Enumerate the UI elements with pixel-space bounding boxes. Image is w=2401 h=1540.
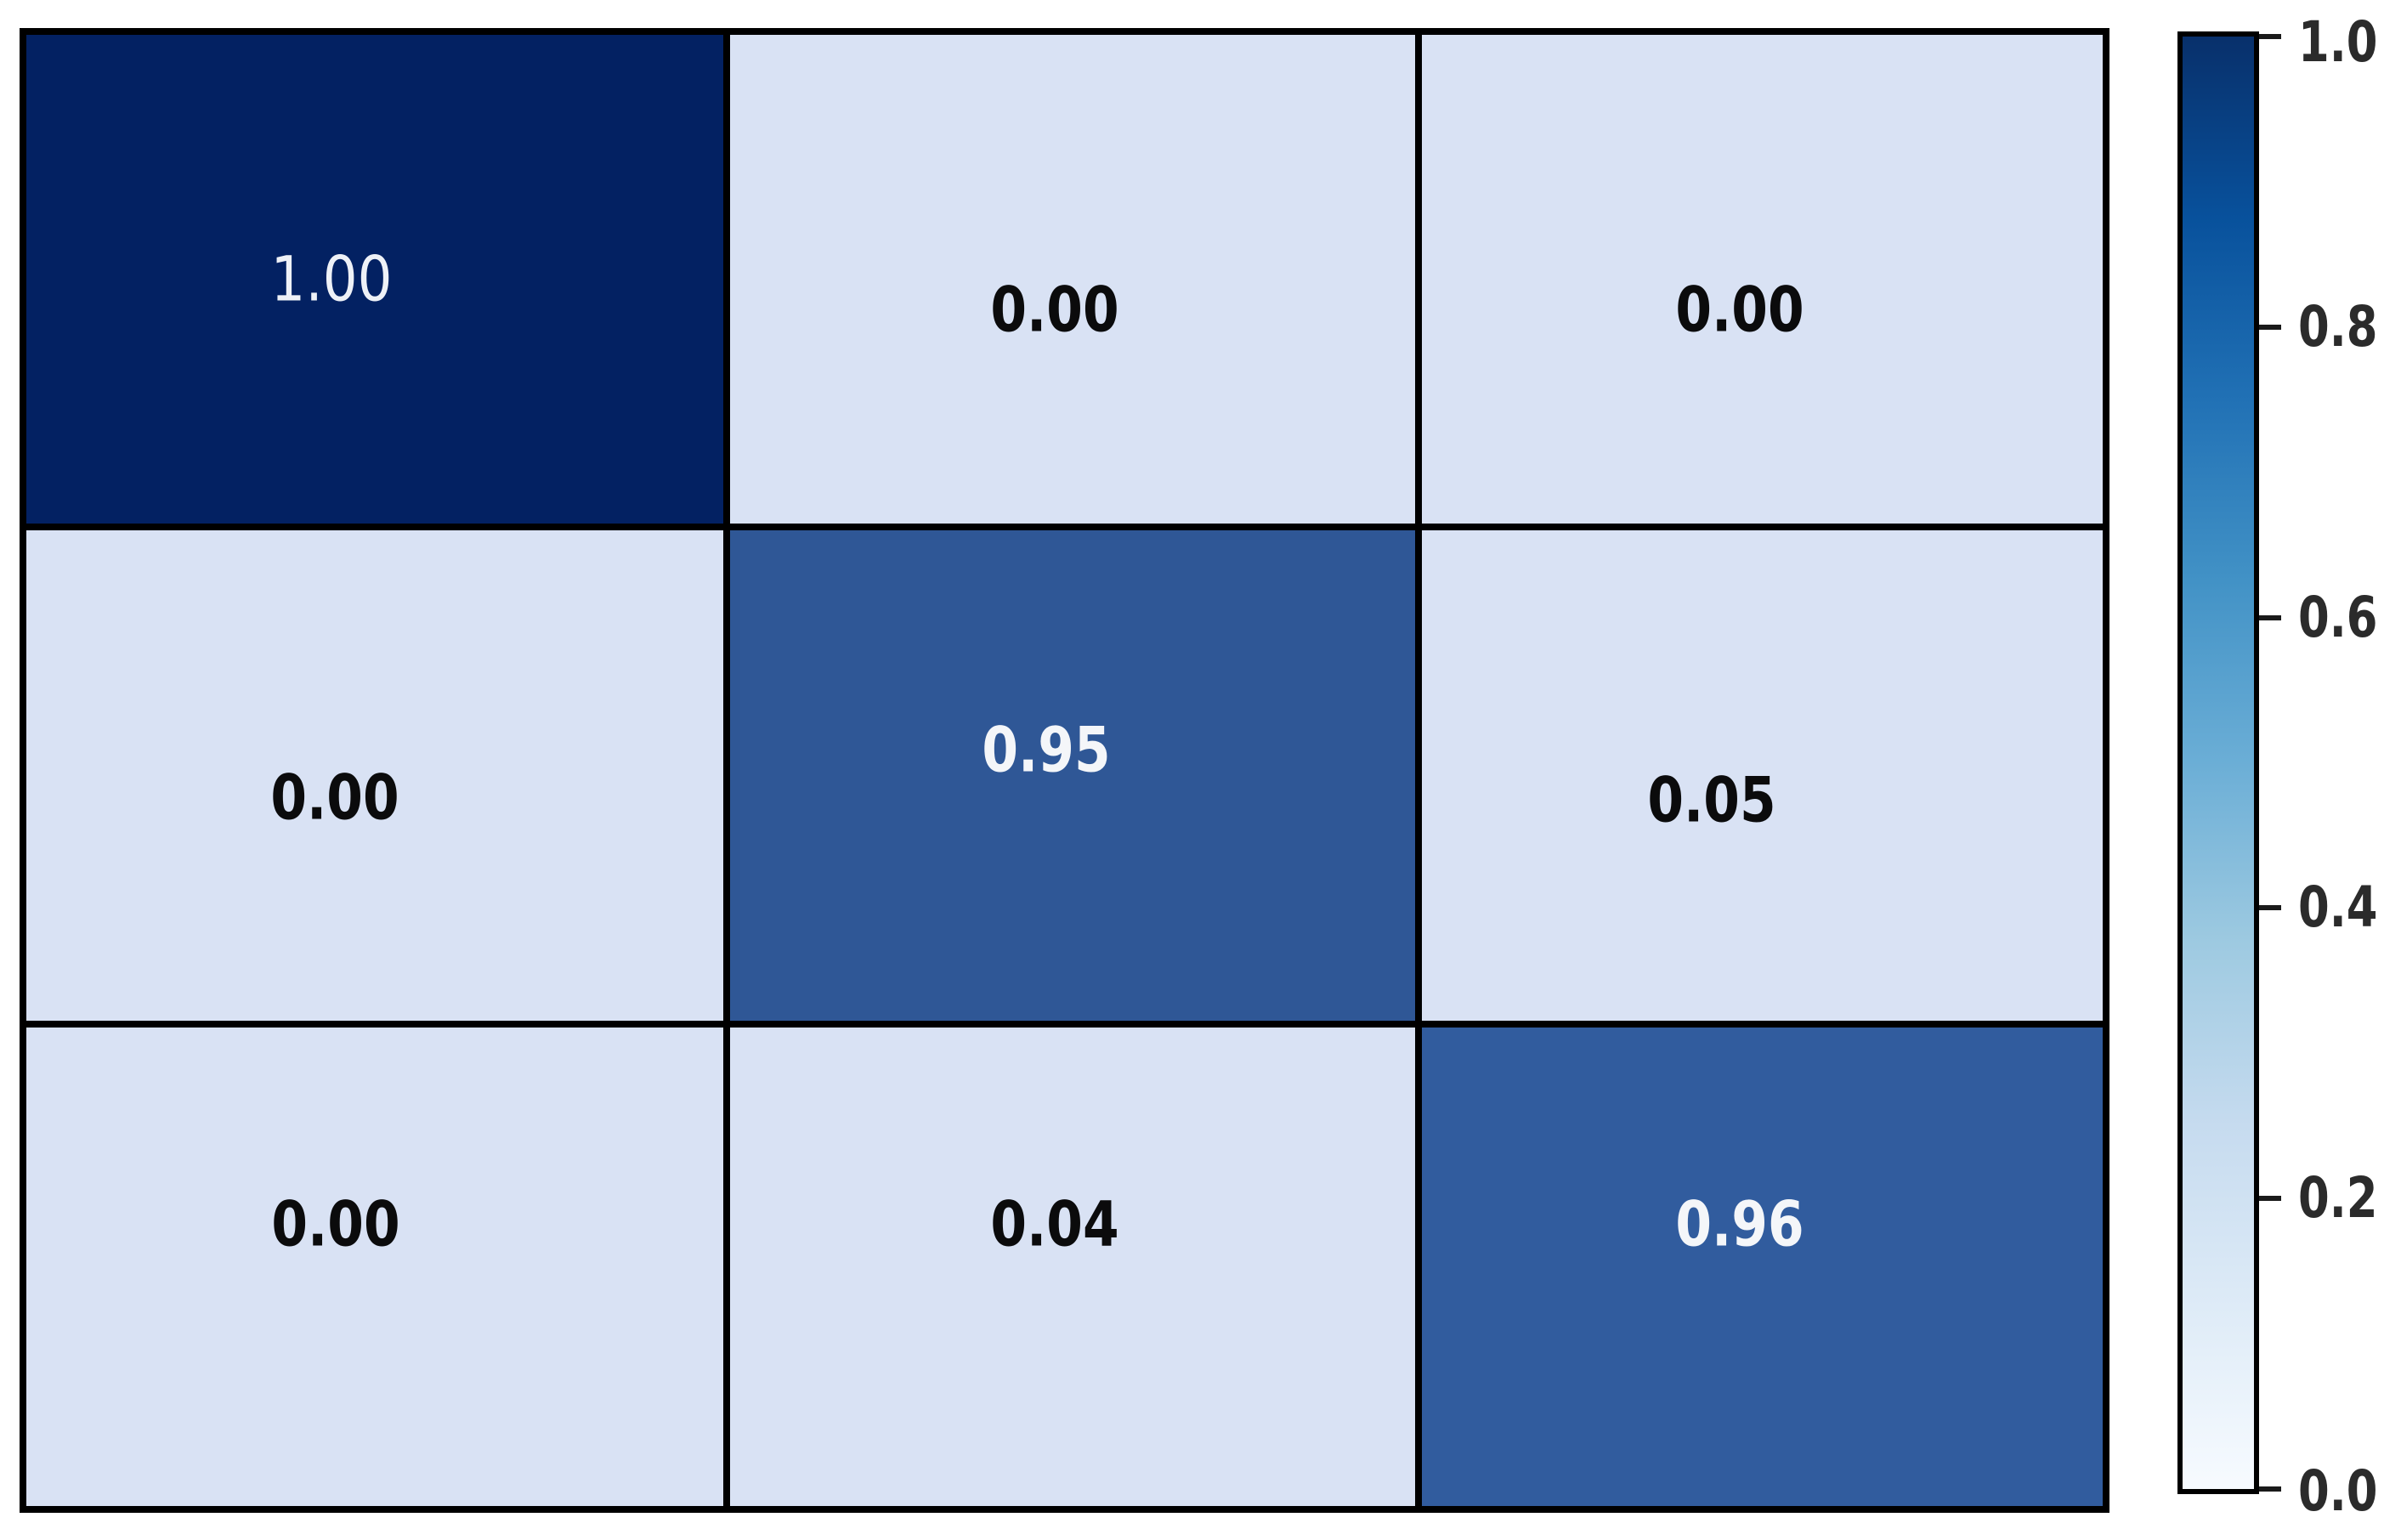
colorbar-tick-label: 0.8 <box>2298 293 2378 360</box>
colorbar-tick <box>2259 905 2281 911</box>
cell-value-label: 0.04 <box>990 1188 1119 1260</box>
cell-value-label: 0.00 <box>990 274 1119 346</box>
matrix-cell-r2c1: 0.04 <box>730 1028 1415 1506</box>
cell-value-label: 1.00 <box>270 243 393 315</box>
colorbar-tick-label: 0.4 <box>2298 875 2378 941</box>
cell-value-label: 0.00 <box>271 1188 400 1260</box>
cell-value-label: 0.05 <box>1646 764 1776 836</box>
confusion-matrix: 1.00 0.00 0.00 0.00 0.95 0.05 0.00 0.04 … <box>20 28 2109 1513</box>
cell-value-label: 0.00 <box>1674 274 1804 346</box>
colorbar-tick-label: 0.6 <box>2298 584 2378 650</box>
colorbar-ticks <box>2259 34 2285 1492</box>
cell-value-label: 0.95 <box>982 714 1111 786</box>
colorbar-tick <box>2259 614 2281 620</box>
cell-value-label: 0.00 <box>270 762 399 834</box>
colorbar-gradient <box>2177 31 2259 1494</box>
colorbar-tick <box>2259 1196 2281 1202</box>
matrix-cell-r0c0: 1.00 <box>26 35 723 524</box>
colorbar-tick-label: 0.0 <box>2298 1458 2378 1525</box>
matrix-cell-r2c2: 0.96 <box>1422 1028 2103 1506</box>
colorbar-tick-labels: 1.0 0.8 0.6 0.4 0.2 0.0 <box>2298 14 2400 1520</box>
colorbar-tick <box>2259 1486 2281 1492</box>
cell-value-label: 0.96 <box>1674 1188 1804 1260</box>
matrix-cell-r2c0: 0.00 <box>26 1028 723 1506</box>
colorbar-tick <box>2259 34 2281 39</box>
matrix-cell-r0c1: 0.00 <box>730 35 1415 524</box>
colorbar-tick-label: 0.2 <box>2298 1165 2378 1231</box>
matrix-cell-r1c1: 0.95 <box>730 530 1415 1021</box>
matrix-cell-r1c0: 0.00 <box>26 530 723 1021</box>
matrix-cell-r0c2: 0.00 <box>1422 35 2103 524</box>
colorbar-tick-label: 1.0 <box>2298 8 2378 75</box>
colorbar-tick <box>2259 324 2281 330</box>
matrix-cell-r1c2: 0.05 <box>1422 530 2103 1021</box>
